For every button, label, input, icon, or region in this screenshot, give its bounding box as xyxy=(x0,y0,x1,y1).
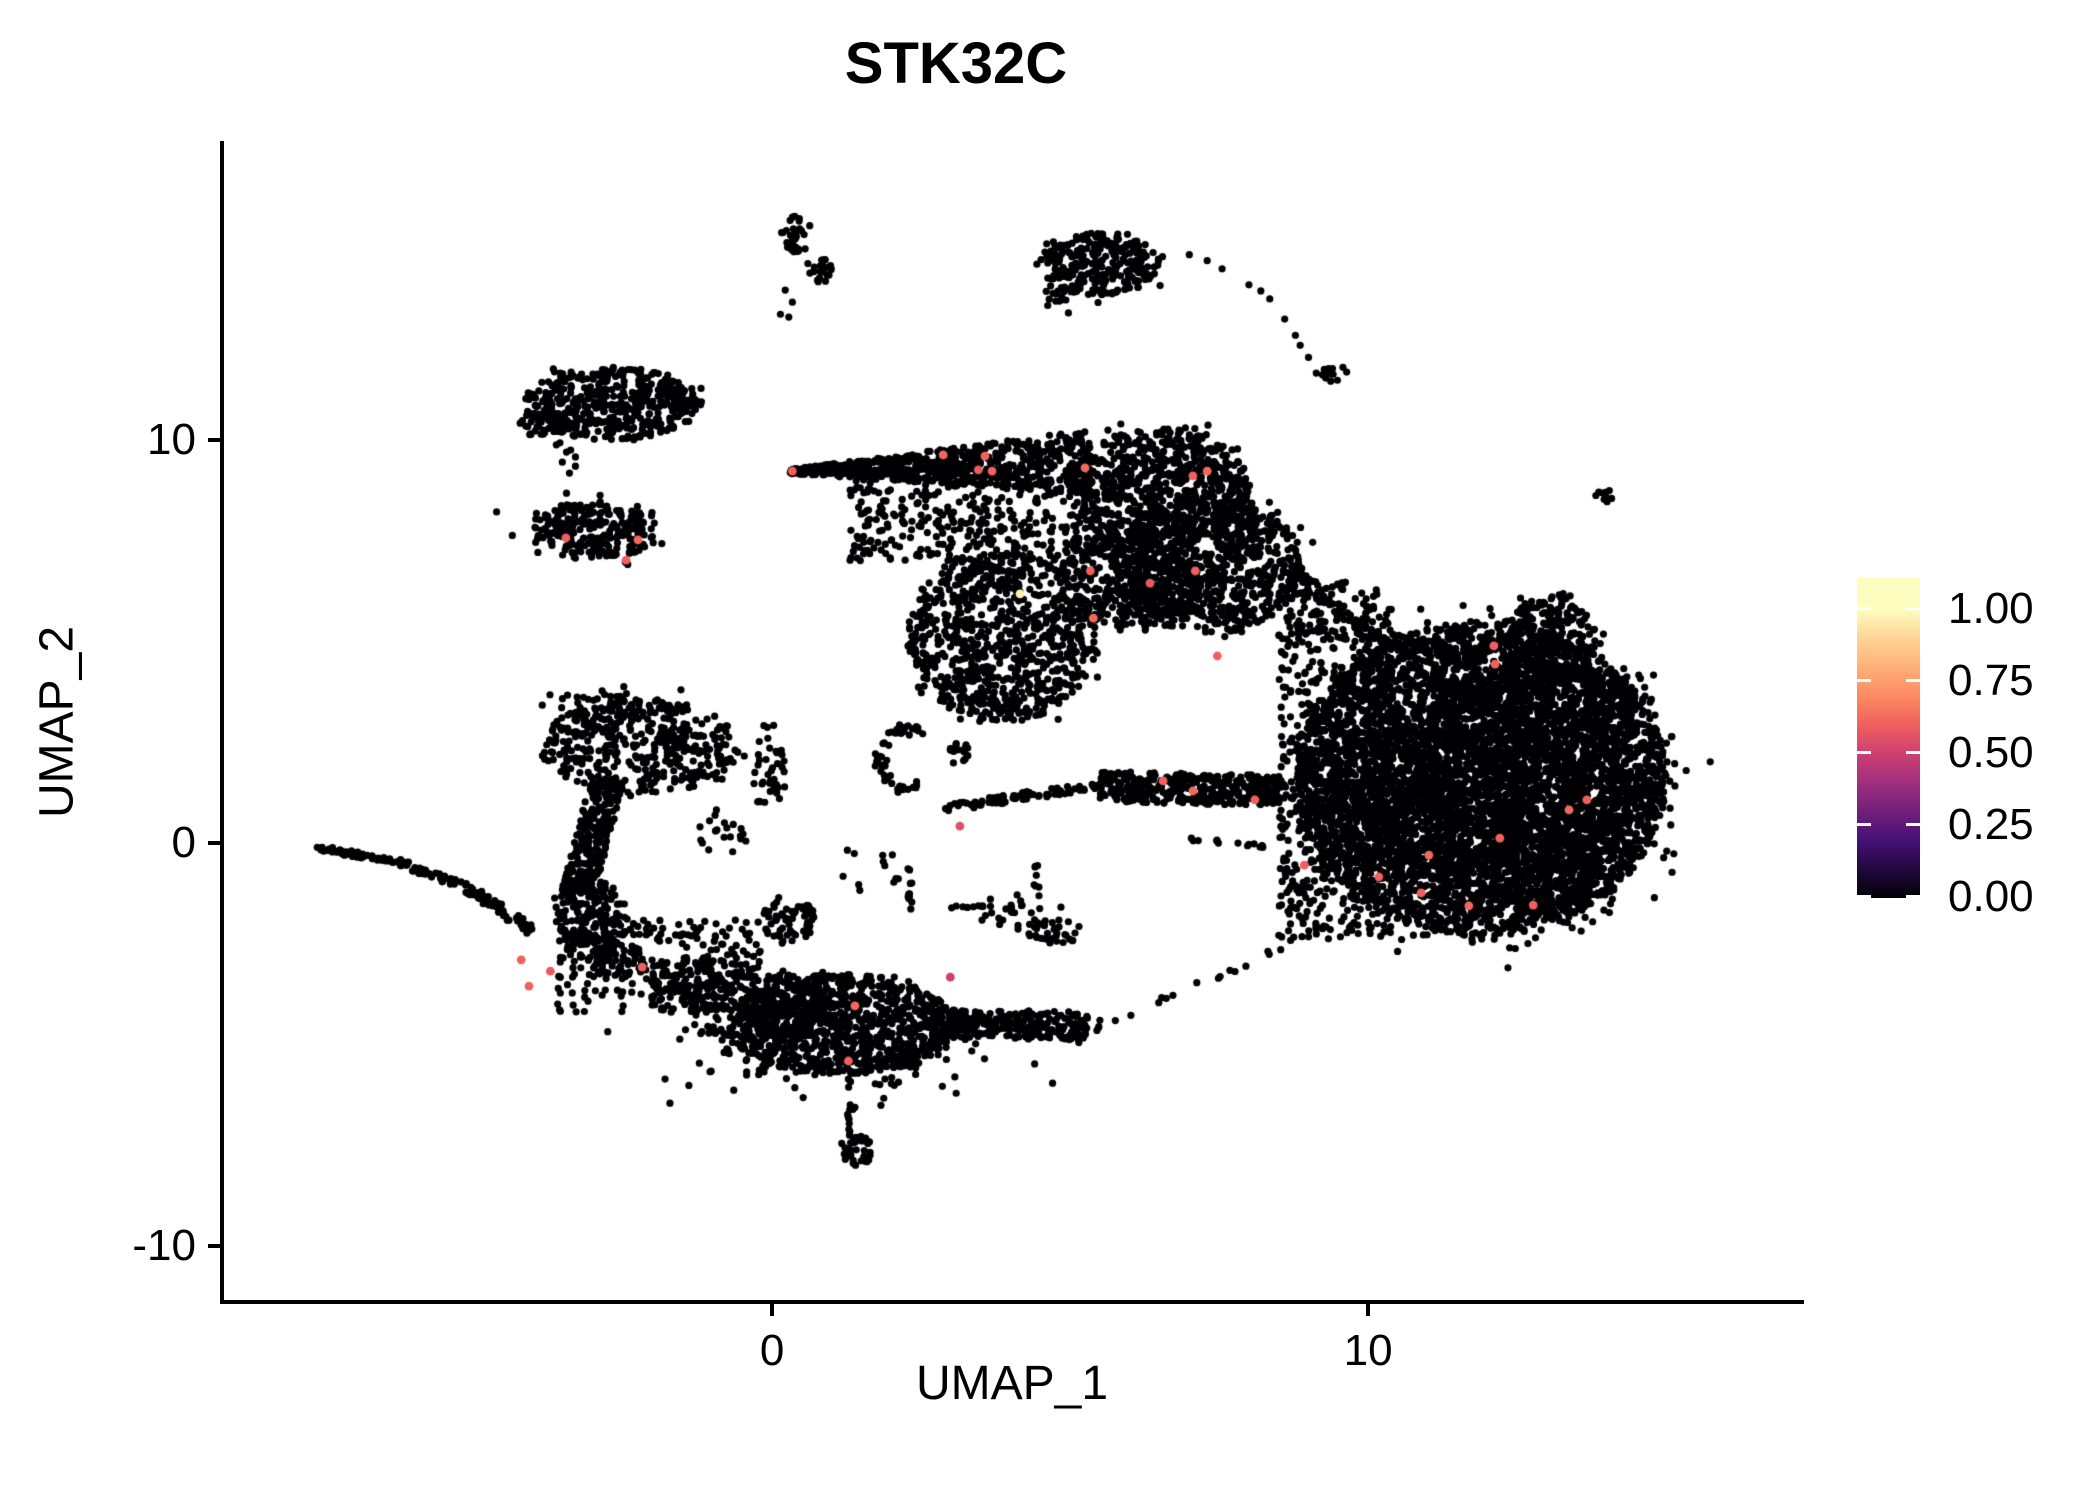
y-tick-label: 10 xyxy=(147,415,196,464)
colorbar-legend xyxy=(1857,578,1920,898)
colorbar-tick-mark xyxy=(1906,822,1920,826)
colorbar-tick-label: 0.75 xyxy=(1948,656,2034,705)
colorbar-tick-label: 1.00 xyxy=(1948,584,2034,633)
y-tick-mark xyxy=(208,438,220,442)
y-tick-label: 0 xyxy=(171,817,196,867)
plot-title: STK32C xyxy=(844,31,1068,96)
x-tick-label: 10 xyxy=(1343,1326,1393,1375)
colorbar-tick-mark xyxy=(1857,678,1871,682)
colorbar-tick-mark xyxy=(1857,750,1871,754)
x-tick-mark xyxy=(1366,1304,1371,1316)
colorbar-tick-label: 0.50 xyxy=(1948,728,2034,777)
colorbar-tick-mark xyxy=(1906,606,1920,610)
x-tick-mark xyxy=(770,1304,775,1316)
colorbar-tick-label: 0.25 xyxy=(1948,800,2034,849)
x-axis-title: UMAP_1 xyxy=(915,1357,1109,1410)
x-axis-line xyxy=(220,1300,1804,1304)
colorbar-gradient xyxy=(1857,578,1920,898)
y-tick-mark xyxy=(208,840,220,845)
colorbar-tick-label: 0.00 xyxy=(1948,872,2034,921)
y-tick-mark xyxy=(208,1243,220,1248)
colorbar-tick-mark xyxy=(1906,750,1920,754)
colorbar-tick-mark xyxy=(1857,606,1871,610)
colorbar-tick-mark xyxy=(1857,894,1871,898)
colorbar-tick-mark xyxy=(1906,894,1920,898)
colorbar-tick-mark xyxy=(1906,678,1920,682)
x-tick-label: 0 xyxy=(759,1326,785,1375)
y-tick-label: -10 xyxy=(132,1220,196,1270)
y-axis-line xyxy=(220,141,224,1304)
colorbar-tick-mark xyxy=(1857,822,1871,826)
